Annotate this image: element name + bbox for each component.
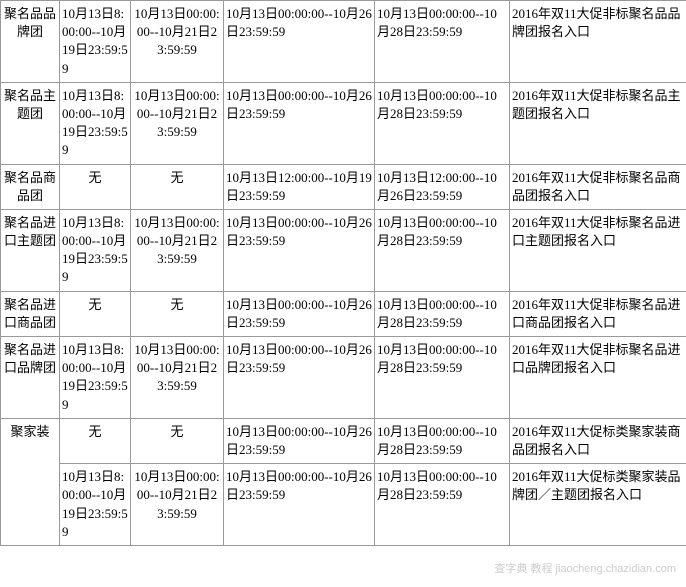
cell-time1: 10月13日8:00:00--10月19日23:59:59 [60, 464, 131, 546]
cell-time4: 10月13日00:00:00--10月28日23:59:59 [375, 464, 510, 546]
cell-entry: 2016年双11大促非标聚名品进口商品团报名入口 [510, 291, 686, 336]
cell-time3: 10月13日00:00:00--10月26日23:59:59 [224, 209, 375, 291]
cell-time3: 10月13日00:00:00--10月26日23:59:59 [224, 464, 375, 546]
cell-time2: 无 [131, 418, 224, 463]
cell-entry: 2016年双11大促标类聚家装商品团报名入口 [510, 418, 686, 463]
table-row: 聚名品商品团 无 无 10月13日12:00:00--10月19日23:59:5… [1, 164, 686, 209]
cell-time3: 10月13日12:00:00--10月19日23:59:59 [224, 164, 375, 209]
cell-group: 聚家装 [1, 418, 60, 545]
table-row: 聚名品品牌团 10月13日8:00:00--10月19日23:59:59 10月… [1, 1, 686, 83]
table-body: 聚名品品牌团 10月13日8:00:00--10月19日23:59:59 10月… [1, 1, 686, 546]
cell-time3: 10月13日00:00:00--10月26日23:59:59 [224, 291, 375, 336]
cell-time2: 10月13日00:00:00--10月21日23:59:59 [131, 337, 224, 419]
cell-time4: 10月13日00:00:00--10月28日23:59:59 [375, 82, 510, 164]
cell-entry: 2016年双11大促非标聚名品商品团报名入口 [510, 164, 686, 209]
cell-time4: 10月13日00:00:00--10月28日23:59:59 [375, 1, 510, 83]
cell-time1: 无 [60, 291, 131, 336]
cell-time3: 10月13日00:00:00--10月26日23:59:59 [224, 418, 375, 463]
cell-time3: 10月13日00:00:00--10月26日23:59:59 [224, 82, 375, 164]
cell-time2: 10月13日00:00:00--10月21日23:59:59 [131, 1, 224, 83]
cell-time2: 10月13日00:00:00--10月21日23:59:59 [131, 464, 224, 546]
cell-group: 聚名品进口商品团 [1, 291, 60, 336]
watermark-text: 查字典 教程 jiaocheng.chazidian.com [494, 560, 676, 576]
cell-entry: 2016年双11大促标类聚家装品牌团／主题团报名入口 [510, 464, 686, 546]
table-row: 聚名品主题团 10月13日8:00:00--10月19日23:59:59 10月… [1, 82, 686, 164]
cell-entry: 2016年双11大促非标聚名品品牌团报名入口 [510, 1, 686, 83]
cell-time3: 10月13日00:00:00--10月26日23:59:59 [224, 1, 375, 83]
schedule-table: 聚名品品牌团 10月13日8:00:00--10月19日23:59:59 10月… [0, 0, 686, 546]
table-row: 聚名品进口主题团 10月13日8:00:00--10月19日23:59:59 1… [1, 209, 686, 291]
cell-group: 聚名品主题团 [1, 82, 60, 164]
table-row: 聚家装 无 无 10月13日00:00:00--10月26日23:59:59 1… [1, 418, 686, 463]
cell-time2: 无 [131, 291, 224, 336]
cell-time4: 10月13日00:00:00--10月28日23:59:59 [375, 337, 510, 419]
cell-time1: 无 [60, 418, 131, 463]
table-row: 聚名品进口品牌团 10月13日8:00:00--10月19日23:59:59 1… [1, 337, 686, 419]
cell-time1: 10月13日8:00:00--10月19日23:59:59 [60, 337, 131, 419]
cell-time4: 10月13日12:00:00--10月26日23:59:59 [375, 164, 510, 209]
cell-time4: 10月13日00:00:00--10月28日23:59:59 [375, 418, 510, 463]
cell-time2: 无 [131, 164, 224, 209]
cell-time1: 10月13日8:00:00--10月19日23:59:59 [60, 209, 131, 291]
cell-time2: 10月13日00:00:00--10月21日23:59:59 [131, 82, 224, 164]
cell-time1: 10月13日8:00:00--10月19日23:59:59 [60, 1, 131, 83]
cell-time1: 10月13日8:00:00--10月19日23:59:59 [60, 82, 131, 164]
cell-time4: 10月13日00:00:00--10月28日23:59:59 [375, 209, 510, 291]
cell-time2: 10月13日00:00:00--10月21日23:59:59 [131, 209, 224, 291]
cell-time4: 10月13日00:00:00--10月28日23:59:59 [375, 291, 510, 336]
cell-entry: 2016年双11大促非标聚名品进口品牌团报名入口 [510, 337, 686, 419]
table-row: 10月13日8:00:00--10月19日23:59:59 10月13日00:0… [1, 464, 686, 546]
cell-group: 聚名品进口主题团 [1, 209, 60, 291]
table-row: 聚名品进口商品团 无 无 10月13日00:00:00--10月26日23:59… [1, 291, 686, 336]
cell-time1: 无 [60, 164, 131, 209]
cell-group: 聚名品商品团 [1, 164, 60, 209]
cell-group: 聚名品品牌团 [1, 1, 60, 83]
cell-entry: 2016年双11大促非标聚名品主题团报名入口 [510, 82, 686, 164]
cell-group: 聚名品进口品牌团 [1, 337, 60, 419]
cell-entry: 2016年双11大促非标聚名品进口主题团报名入口 [510, 209, 686, 291]
cell-time3: 10月13日00:00:00--10月26日23:59:59 [224, 337, 375, 419]
